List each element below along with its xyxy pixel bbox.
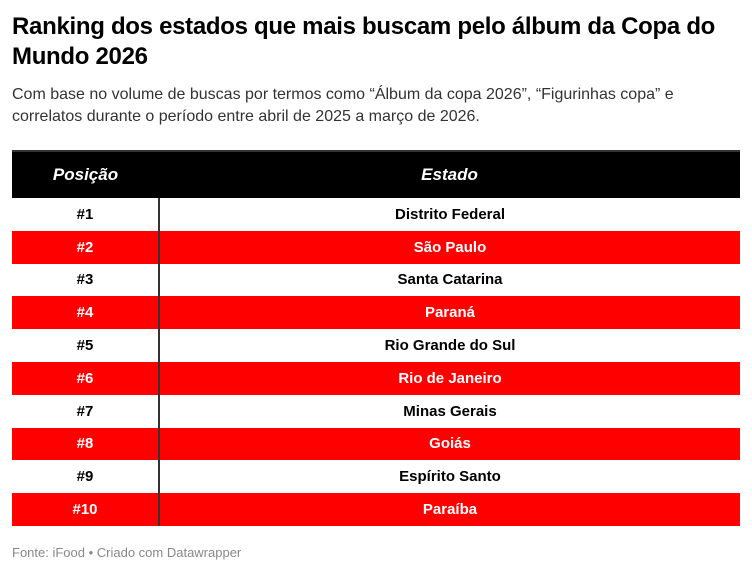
table-row: #3 Santa Catarina (12, 263, 740, 297)
header-row: Posição Estado (12, 150, 740, 198)
table-row: #1 Distrito Federal (12, 198, 740, 231)
table-row: #6 Rio de Janeiro (12, 361, 740, 395)
state-cell: Rio de Janeiro (159, 361, 740, 395)
column-header: Estado (159, 150, 740, 198)
table-row: #5 Rio Grande do Sul (12, 329, 740, 362)
state-cell: Paraíba (159, 493, 740, 526)
table-row: #8 Goiás (12, 427, 740, 461)
table-row: #7 Minas Gerais (12, 394, 740, 428)
title: Ranking dos estados que mais buscam pelo… (12, 13, 716, 70)
position-cell: #2 (12, 230, 160, 264)
state-cell: Santa Catarina (397, 271, 503, 289)
table-row: #2 São Paulo (12, 230, 740, 264)
position-cell: #4 (12, 296, 160, 330)
table-row: #4 Paraná (12, 296, 740, 330)
state-cell: Rio Grande do Sul (384, 337, 516, 355)
footer: Fonte: iFood • Criado com Datawrapper (12, 545, 242, 560)
position-cell: #10 (12, 493, 160, 526)
state-cell: Distrito Federal (394, 205, 506, 223)
table-row: #10 Paraíba (12, 493, 740, 526)
state-cell: Espírito Santo (399, 468, 501, 486)
state-cell: Goiás (159, 427, 740, 461)
table-head: Posição Estado (12, 150, 740, 198)
position-cell: #6 (12, 361, 160, 395)
position-cell: #9 (12, 460, 160, 494)
position-cell: #7 (12, 394, 160, 428)
state-cell: Paraná (159, 296, 740, 330)
ranking-table: Posição Estado #1 Distrito Federal #2 São P… (12, 150, 740, 526)
state-cell: Minas Gerais (403, 402, 497, 420)
subtitle: Com base no volume de buscas por termos … (12, 86, 674, 125)
column-header: Posição (12, 150, 159, 198)
position-cell: #1 (12, 198, 160, 231)
position-cell: #3 (12, 263, 160, 297)
position-cell: #5 (12, 329, 160, 362)
position-cell: #8 (12, 427, 160, 461)
state-cell: São Paulo (159, 230, 740, 264)
table-body: #1 Distrito Federal #2 São Paulo #3 Santa Cat… (12, 198, 740, 526)
table-row: #9 Espírito Santo (12, 460, 740, 494)
